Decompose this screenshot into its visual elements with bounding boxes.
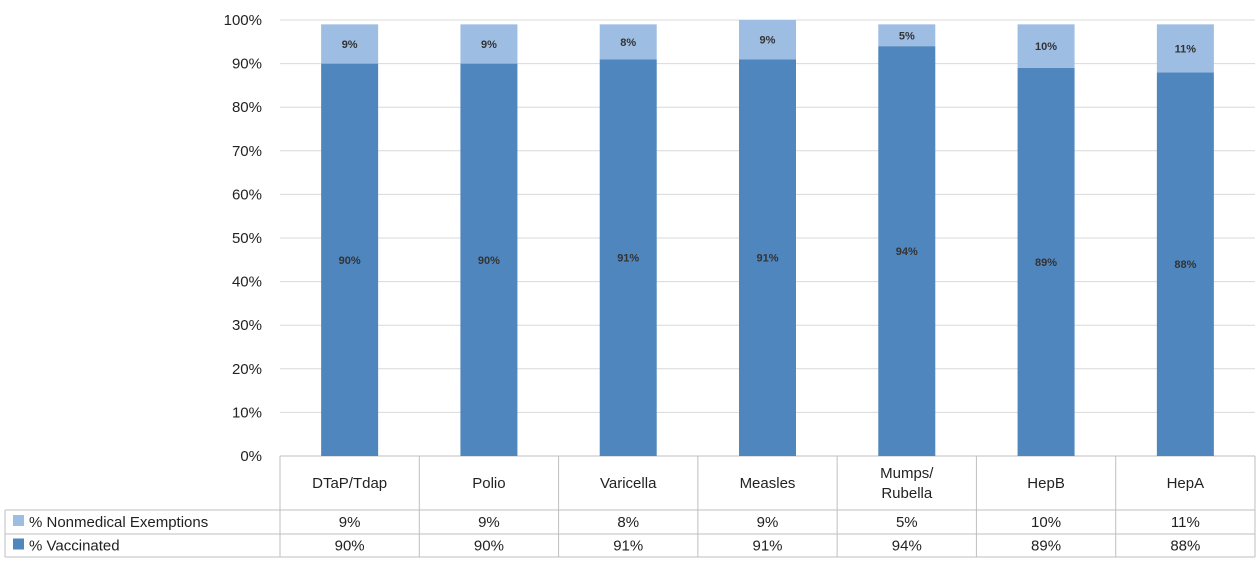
bar-exemptions bbox=[1017, 24, 1075, 68]
data-label-exemptions: 11% bbox=[1175, 43, 1197, 55]
table-cell-exemptions: 5% bbox=[896, 514, 918, 531]
y-tick-label: 60% bbox=[232, 186, 262, 203]
y-tick-label: 80% bbox=[232, 99, 262, 116]
legend-swatch-vaccinated bbox=[13, 538, 24, 550]
table-cell-exemptions: 10% bbox=[1031, 514, 1061, 531]
data-label-vaccinated: 89% bbox=[1035, 257, 1057, 269]
legend-label-exemptions: % Nonmedical Exemptions bbox=[29, 514, 208, 531]
data-label-vaccinated: 88% bbox=[1174, 259, 1196, 271]
bar-exemptions bbox=[599, 24, 657, 60]
bar-vaccinated bbox=[460, 63, 518, 456]
bar-exemptions bbox=[321, 24, 379, 64]
x-category-label: Varicella bbox=[600, 475, 657, 492]
table-cell-exemptions: 9% bbox=[478, 514, 500, 531]
x-category-label: DTaP/Tdap bbox=[312, 475, 387, 492]
x-category-label: HepA bbox=[1167, 475, 1205, 492]
bar-vaccinated bbox=[739, 59, 796, 457]
table-cell-vaccinated: 90% bbox=[474, 538, 504, 555]
x-category-label: HepB bbox=[1027, 475, 1065, 492]
table-cell-vaccinated: 88% bbox=[1170, 538, 1200, 555]
bar-exemptions bbox=[1156, 24, 1214, 73]
y-tick-label: 90% bbox=[232, 56, 262, 73]
data-label-vaccinated: 94% bbox=[896, 246, 918, 258]
table-cell-vaccinated: 89% bbox=[1031, 538, 1061, 555]
data-label-vaccinated: 91% bbox=[617, 253, 639, 265]
data-label-exemptions: 8% bbox=[620, 37, 636, 49]
y-tick-label: 10% bbox=[232, 404, 262, 421]
x-category-label: Measles bbox=[740, 475, 796, 492]
data-label-exemptions: 9% bbox=[760, 35, 776, 47]
table-cell-exemptions: 9% bbox=[339, 514, 361, 531]
y-tick-label: 100% bbox=[224, 12, 262, 29]
data-label-vaccinated: 90% bbox=[478, 255, 500, 267]
legend-swatch-exemptions bbox=[13, 515, 24, 526]
data-label-exemptions: 5% bbox=[899, 30, 915, 42]
data-label-exemptions: 10% bbox=[1035, 41, 1057, 53]
table-cell-vaccinated: 91% bbox=[613, 538, 643, 555]
y-tick-label: 20% bbox=[232, 361, 262, 378]
bar-exemptions bbox=[739, 20, 796, 60]
table-cell-exemptions: 8% bbox=[617, 514, 639, 531]
data-label-exemptions: 9% bbox=[342, 39, 358, 51]
bar-vaccinated bbox=[599, 59, 657, 457]
y-tick-label: 0% bbox=[240, 448, 262, 465]
data-label-vaccinated: 90% bbox=[339, 255, 361, 267]
bar-exemptions bbox=[460, 24, 518, 64]
legend-label-vaccinated: % Vaccinated bbox=[29, 538, 120, 555]
y-tick-label: 70% bbox=[232, 143, 262, 160]
bar-vaccinated bbox=[1017, 67, 1075, 457]
data-label-exemptions: 9% bbox=[481, 39, 497, 51]
bar-exemptions bbox=[878, 24, 936, 47]
table-cell-exemptions: 11% bbox=[1171, 514, 1200, 531]
bar-vaccinated bbox=[878, 46, 936, 456]
table-cell-vaccinated: 94% bbox=[892, 538, 922, 555]
y-tick-label: 50% bbox=[232, 230, 262, 247]
bar-vaccinated bbox=[321, 63, 379, 456]
bar-vaccinated bbox=[1156, 72, 1214, 456]
x-category-label: Mumps/ bbox=[880, 465, 934, 482]
table-cell-exemptions: 9% bbox=[757, 514, 779, 531]
y-tick-label: 40% bbox=[232, 274, 262, 291]
data-label-vaccinated: 91% bbox=[756, 253, 778, 265]
x-category-label: Polio bbox=[472, 475, 505, 492]
x-category-label: Rubella bbox=[881, 485, 933, 502]
y-tick-label: 30% bbox=[232, 317, 262, 334]
table-cell-vaccinated: 90% bbox=[335, 538, 365, 555]
table-cell-vaccinated: 91% bbox=[752, 538, 782, 555]
